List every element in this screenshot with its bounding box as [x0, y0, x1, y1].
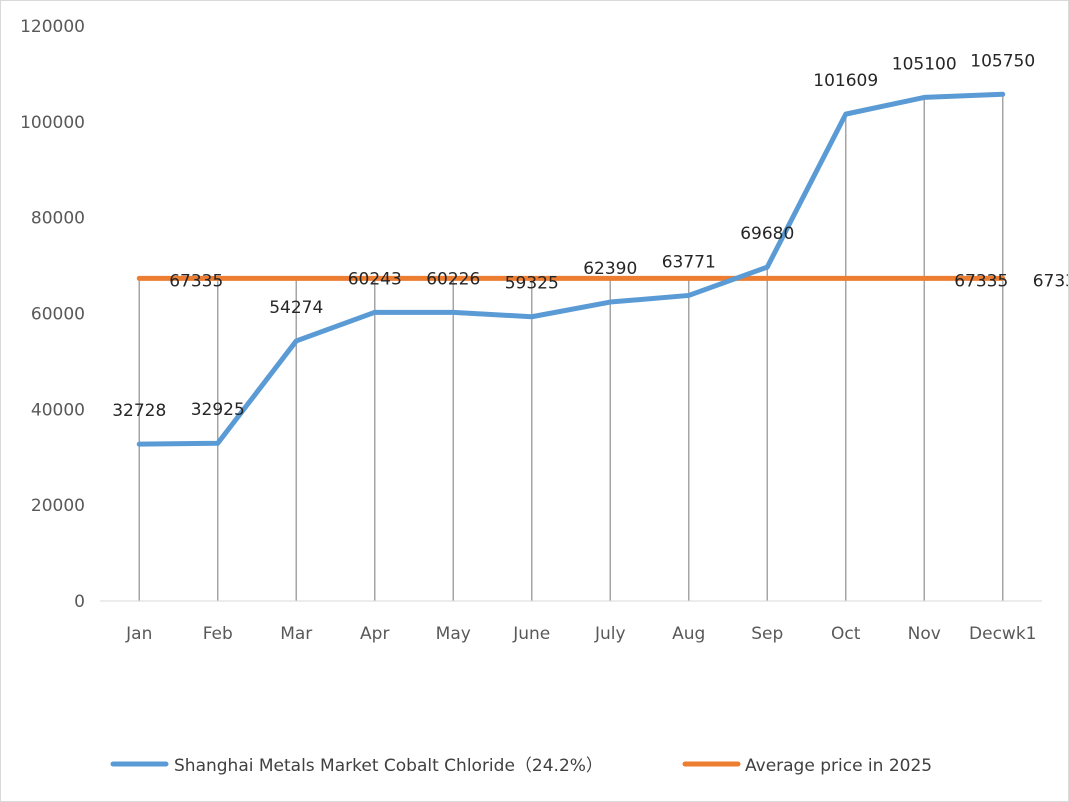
data-label: 60243: [348, 269, 402, 289]
x-tick-label: June: [512, 624, 550, 644]
y-tick-label: 120000: [20, 17, 85, 37]
data-point: [608, 300, 613, 305]
y-tick-label: 100000: [20, 113, 85, 133]
x-tick-label: May: [436, 624, 471, 644]
legend-label-average: Average price in 2025: [745, 756, 932, 776]
data-point: [843, 112, 848, 117]
y-tick-label: 60000: [31, 305, 85, 325]
data-label: 105100: [892, 54, 957, 74]
data-label: 32925: [191, 400, 245, 420]
data-point: [1000, 92, 1005, 97]
y-tick-label: 40000: [31, 400, 85, 420]
data-label: 63771: [662, 252, 716, 272]
x-tick-label: Feb: [203, 624, 233, 644]
data-point: [294, 338, 299, 343]
data-point: [372, 310, 377, 315]
data-label: 59325: [505, 274, 559, 294]
x-tick-label: Aug: [672, 624, 705, 644]
x-tick-label: Sep: [751, 624, 783, 644]
data-label-average: 67335: [954, 271, 1008, 291]
legend-label-cobalt-chloride: Shanghai Metals Market Cobalt Chloride（2…: [174, 756, 603, 776]
x-tick-label: Decwk1: [969, 624, 1036, 644]
x-tick-label: Mar: [280, 624, 312, 644]
data-point: [137, 442, 142, 447]
data-point: [451, 310, 456, 315]
data-label-average: 67335: [169, 271, 223, 291]
data-label: 32728: [112, 401, 166, 421]
data-label: 69680: [740, 224, 794, 244]
x-tick-label: Apr: [360, 624, 389, 644]
y-tick-label: 0: [74, 592, 85, 612]
data-point: [529, 314, 534, 319]
y-tick-label: 80000: [31, 209, 85, 229]
x-tick-label: Jan: [125, 624, 152, 644]
data-point: [922, 95, 927, 100]
y-tick-label: 20000: [31, 496, 85, 516]
data-label: 101609: [813, 71, 878, 91]
data-label-average: 67335: [1033, 271, 1068, 291]
data-point: [215, 441, 220, 446]
data-point: [765, 265, 770, 270]
x-tick-label: Nov: [908, 624, 941, 644]
x-tick-label: July: [594, 624, 626, 644]
series-line-cobalt-chloride: [136, 91, 1006, 447]
data-label: 105750: [970, 51, 1035, 71]
data-label: 60226: [426, 269, 480, 289]
data-label: 54274: [269, 298, 323, 318]
data-label: 62390: [583, 259, 637, 279]
data-point: [686, 293, 691, 298]
x-tick-label: Oct: [831, 624, 861, 644]
